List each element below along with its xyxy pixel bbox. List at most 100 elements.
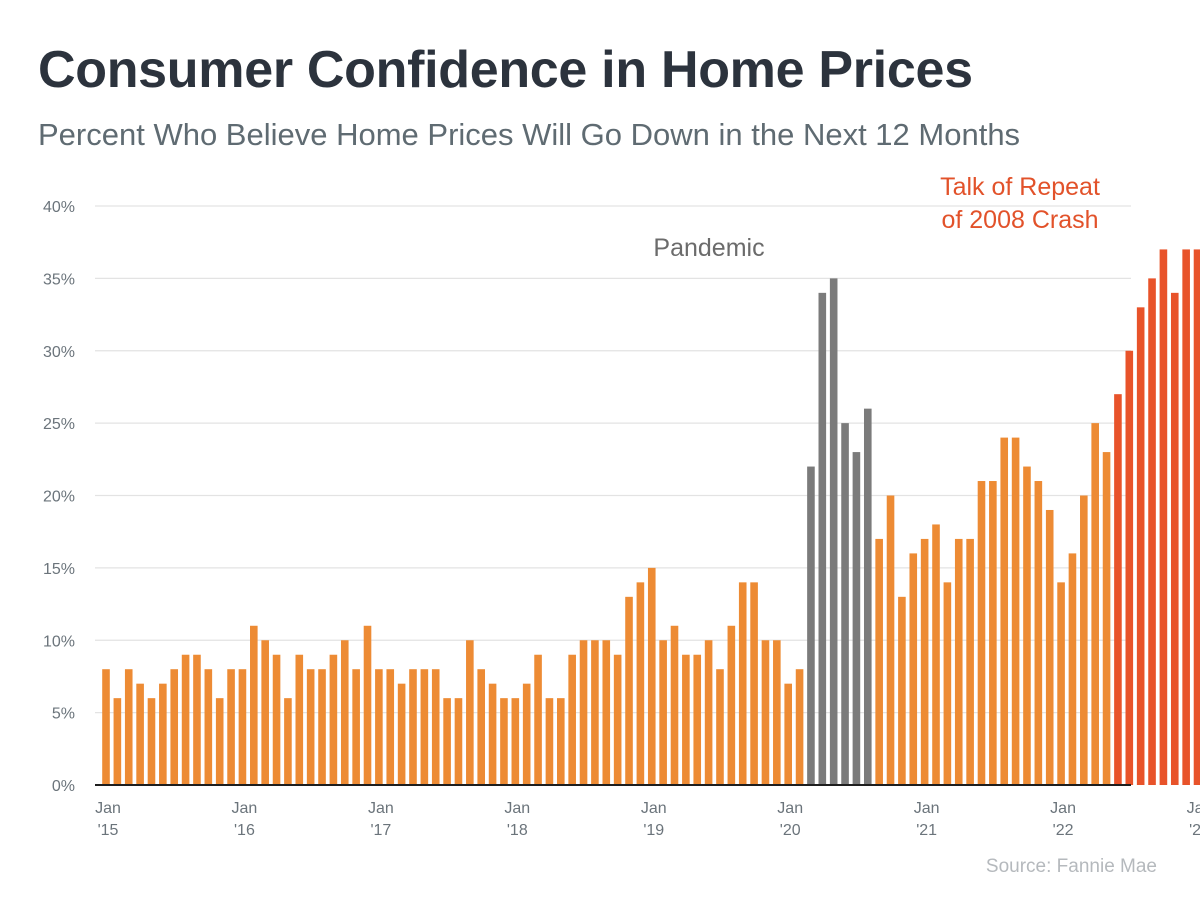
bar-normal [920,538,929,785]
bar-normal [636,582,645,785]
bar-normal [306,669,315,785]
x-tick-label-year: '23 [1189,822,1200,839]
source-note: Source: Fannie Mae [985,856,1157,877]
x-tick-label-year: '20 [780,822,801,839]
bar-normal [716,669,724,785]
bar-normal [147,698,156,785]
bar-normal [1045,509,1054,785]
x-tick-label-month: Jan [914,800,940,817]
bar-normal [329,654,338,785]
bar-normal [500,698,508,785]
bar-normal [659,640,667,785]
y-tick-label: 15% [43,561,75,578]
y-tick-label: 0% [52,778,75,795]
bar-normal [1091,423,1099,786]
x-tick-label-year: '15 [98,822,119,839]
bar-normal [966,538,974,785]
bar-normal [886,495,895,785]
chart-subtitle: Percent Who Believe Home Prices Will Go … [38,117,1021,152]
bar-normal [409,669,417,785]
bar-normal [898,596,906,785]
bar-pandemic [863,408,872,785]
bar-normal [477,669,486,785]
bar-normal [738,582,747,785]
bar-normal [670,625,679,785]
bar-normal [625,596,633,785]
bar-normal [466,640,474,785]
bar-normal [363,625,372,785]
bar-normal [340,640,349,785]
x-tick-label-year: '21 [916,822,937,839]
bar-normal [431,669,440,785]
bar-normal [1068,553,1077,785]
bar-normal [193,654,201,785]
y-tick-label: 35% [43,271,75,288]
bar-normal [159,683,167,785]
y-tick-label: 10% [43,633,75,650]
bar-crash [1114,394,1122,785]
bar-normal [613,654,622,785]
x-tick-label-year: '17 [370,822,391,839]
bar-normal [534,654,542,785]
bar-normal [454,698,463,785]
bar-normal [352,669,360,785]
chart-title: Consumer Confidence in Home Prices [38,41,973,99]
bar-normal [261,640,269,785]
bar-pandemic [807,466,815,785]
bar-normal [647,567,656,786]
bar-normal [1011,437,1020,785]
y-tick-label: 25% [43,416,75,433]
bar-normal [591,640,599,785]
pandemic-annotation: Pandemic [653,234,764,262]
bar-normal [1000,437,1009,785]
bar-normal [227,669,235,785]
bar-normal [943,582,952,785]
bar-normal [568,654,576,785]
bar-crash [1159,249,1168,786]
bar-chart: 0% 5% 10% 15% 20% 25% 30% 35% 40% Jan '15 Jan '16 Jan… [43,173,1200,839]
bar-pandemic [841,423,849,786]
bar-normal [238,669,247,785]
bar-normal [1102,452,1111,785]
bar-normal [1080,495,1088,785]
bar-normal [750,582,758,785]
bar-normal [1023,466,1031,785]
bar-normal [557,698,565,785]
bar-normal [704,640,713,785]
x-tick-label-month: Jan [232,800,258,817]
bar-crash [1193,249,1200,786]
y-tick-label: 5% [52,706,75,723]
bar-normal [102,669,110,785]
x-tick-label-month: Jan [1187,800,1200,817]
bar-normal [397,683,406,785]
bar-normal [784,683,792,785]
bar-normal [124,669,133,785]
bar-normal [545,698,554,785]
bar-normal [522,683,531,785]
x-tick-label-month: Jan [368,800,394,817]
bar-normal [113,698,122,785]
x-tick-label-month: Jan [641,800,667,817]
bar-normal [215,698,224,785]
bar-normal [1034,481,1043,785]
bar-normal [181,654,190,785]
bar-normal [602,640,611,785]
bar-normal [954,538,963,785]
bar-normal [272,654,281,785]
bar-normal [693,654,702,785]
crash-annotation-line: of 2008 Crash [941,206,1098,234]
bar-normal [250,625,258,785]
bar-normal [420,669,429,785]
x-tick-label-month: Jan [504,800,530,817]
bar-normal [989,481,997,785]
bar-normal [511,698,520,785]
bar-normal [204,669,213,785]
x-tick-label-year: '19 [643,822,664,839]
crash-annotation-line: Talk of Repeat [940,173,1100,201]
bar-normal [443,698,451,785]
bar-normal [375,669,383,785]
y-tick-label: 20% [43,489,75,506]
bar-normal [727,625,736,785]
bar-crash [1136,307,1145,785]
bar-pandemic [818,292,827,785]
